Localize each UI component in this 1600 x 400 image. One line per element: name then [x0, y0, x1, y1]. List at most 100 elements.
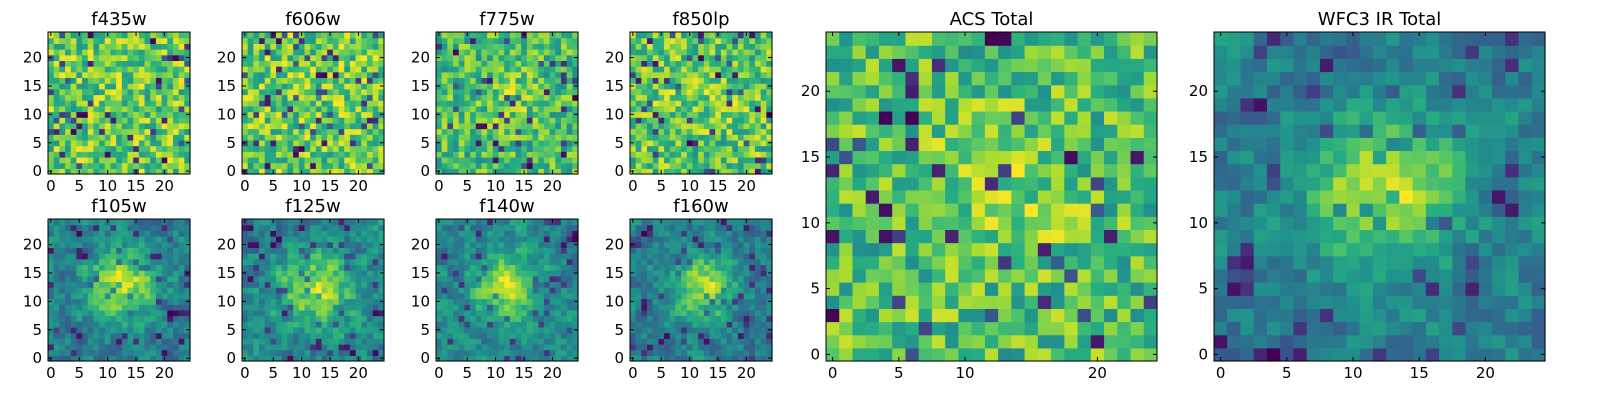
heatmap-cell [161, 162, 168, 169]
heatmap-cell [652, 349, 659, 356]
heatmap-cell [321, 332, 328, 339]
heatmap-cell [692, 151, 699, 158]
heatmap-cell [630, 145, 637, 152]
heatmap-cell [681, 83, 688, 90]
heatmap-cell [184, 219, 191, 226]
heatmap-cell [327, 49, 334, 56]
y-tick-label: 5 [420, 321, 430, 339]
heatmap-cell [298, 332, 306, 339]
heatmap-cell [754, 298, 762, 305]
heatmap-cell [327, 241, 334, 248]
heatmap-cell [293, 83, 300, 90]
heatmap-cell [447, 88, 454, 96]
heatmap-cell [470, 43, 477, 50]
heatmap-cell [138, 355, 146, 362]
heatmap-cell [298, 105, 306, 113]
heatmap-cell [184, 230, 191, 237]
heatmap-cell [366, 49, 374, 56]
heatmap-cell [509, 156, 517, 164]
heatmap-cell [458, 100, 465, 107]
heatmap-cell [242, 247, 249, 254]
heatmap-cell [560, 338, 568, 345]
y-tick-label: 0 [226, 162, 236, 180]
heatmap-cell [338, 100, 345, 107]
heatmap-cell [515, 292, 522, 300]
heatmap-cell [344, 321, 351, 328]
heatmap-cell [555, 321, 562, 328]
heatmap-cell [366, 258, 374, 266]
heatmap-cell [355, 156, 362, 164]
heatmap-cell [338, 77, 345, 84]
heatmap-cell [48, 162, 55, 169]
heatmap-cell [726, 37, 733, 44]
heatmap-cell [276, 134, 283, 141]
heatmap-cell [167, 292, 174, 300]
heatmap-cell [65, 253, 72, 260]
heatmap-cell [726, 66, 733, 73]
heatmap-cell [686, 128, 694, 135]
heatmap-cell [87, 309, 95, 317]
heatmap-cell [447, 224, 454, 231]
heatmap-cell [344, 287, 351, 294]
heatmap-cell [669, 281, 677, 288]
heatmap-cell [281, 253, 289, 260]
heatmap-cell [65, 105, 72, 113]
heatmap-cell [720, 162, 728, 169]
heatmap-cell [669, 111, 677, 118]
heatmap-cell [447, 241, 454, 248]
heatmap-cell [338, 264, 345, 271]
heatmap-cell [82, 105, 89, 113]
heatmap-cell [749, 151, 756, 158]
heatmap-cell [372, 94, 379, 101]
heatmap-cell [332, 343, 340, 351]
heatmap-cell [470, 122, 477, 130]
heatmap-cell [155, 77, 163, 84]
heatmap-cell [703, 281, 711, 288]
heatmap-cell [327, 162, 334, 169]
heatmap-cell [242, 60, 249, 67]
heatmap-cell [315, 230, 323, 237]
heatmap-cell [70, 162, 77, 169]
heatmap-cell [521, 270, 528, 277]
heatmap-cell [504, 83, 511, 90]
heatmap-cell [521, 151, 528, 158]
heatmap-cell [116, 168, 123, 175]
heatmap-cell [82, 343, 89, 351]
heatmap-cell [447, 326, 454, 334]
heatmap-cell [515, 49, 522, 56]
heatmap-cell [470, 326, 477, 334]
heatmap-cell [87, 88, 95, 96]
heatmap-cell [355, 117, 362, 124]
heatmap-cell [549, 253, 556, 260]
heatmap-cell [93, 281, 100, 288]
heatmap-cell [161, 128, 168, 135]
heatmap-cell [447, 168, 454, 175]
heatmap-cell [332, 315, 340, 322]
heatmap-cell [184, 117, 191, 124]
heatmap-cell [281, 122, 289, 130]
heatmap-cell [526, 264, 534, 271]
heatmap-cell [253, 100, 260, 107]
heatmap-cell [287, 54, 294, 61]
heatmap-cell [121, 298, 129, 305]
heatmap-cell [321, 315, 328, 322]
heatmap-cell [560, 343, 568, 351]
heatmap-cell [321, 270, 328, 277]
heatmap-cell [504, 241, 511, 248]
heatmap-cell [481, 224, 488, 231]
heatmap-cell [287, 281, 294, 288]
heatmap-cell [447, 83, 454, 90]
heatmap-cell [641, 292, 648, 300]
heatmap-cell [760, 37, 767, 44]
heatmap-cell [658, 304, 665, 311]
heatmap-cell [59, 326, 66, 334]
x-tick-label: 15 [514, 177, 533, 195]
heatmap-cell [65, 88, 72, 96]
heatmap-cell [293, 224, 300, 231]
heatmap-cell [521, 139, 528, 147]
heatmap-cell [515, 151, 522, 158]
heatmap-cell [555, 128, 562, 135]
heatmap-cell [338, 326, 345, 334]
heatmap-cell [53, 168, 60, 175]
heatmap-cell [492, 230, 500, 237]
